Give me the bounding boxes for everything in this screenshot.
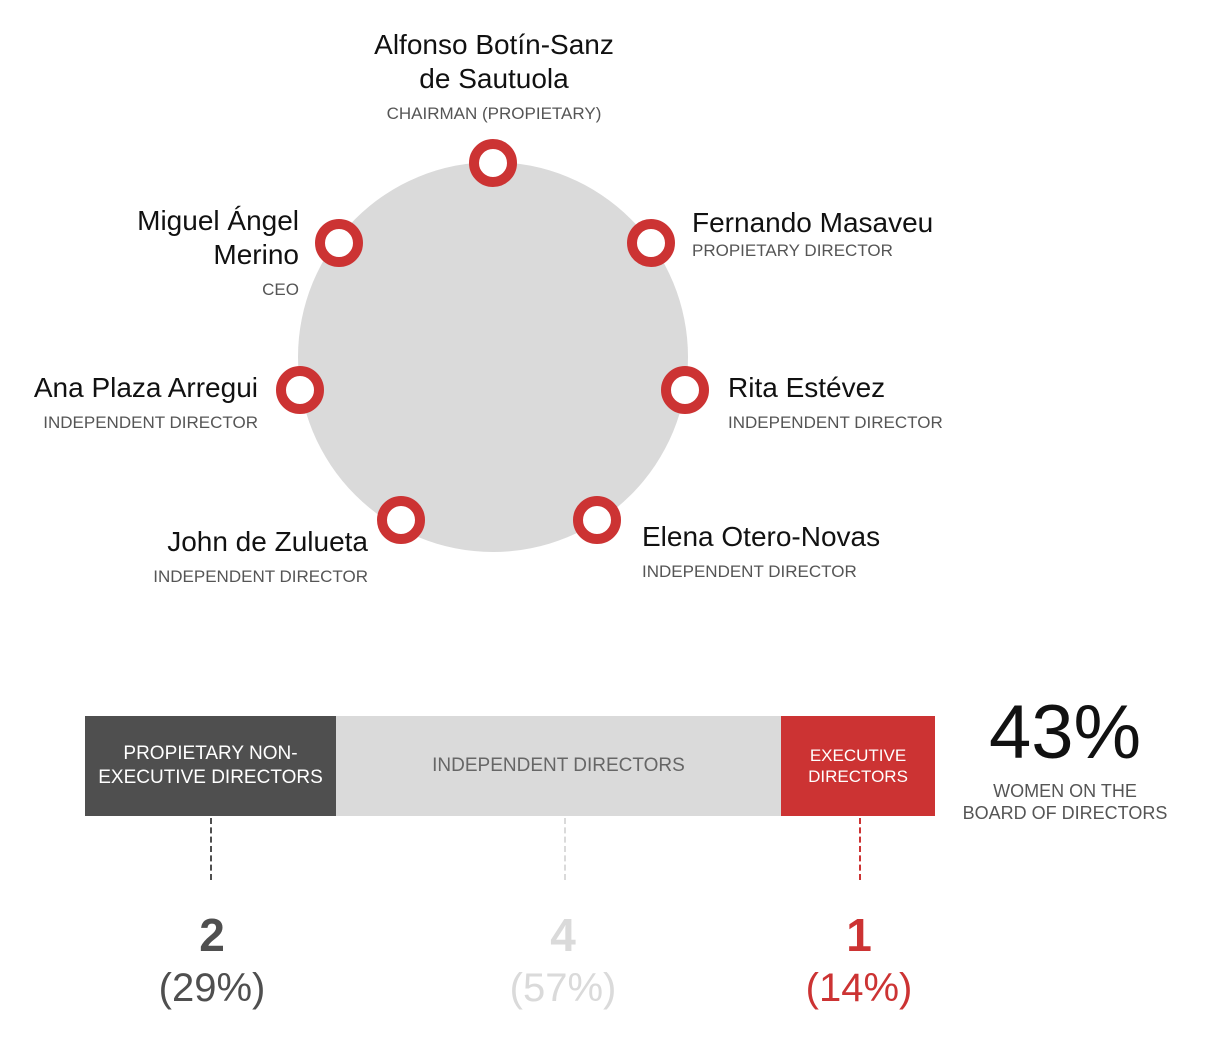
segment-executive: EXECUTIVE DIRECTORS	[781, 716, 935, 816]
segment-label: EXECUTIVE DIRECTORS	[808, 746, 908, 786]
segment-label: INDEPENDENT DIRECTORS	[432, 755, 685, 776]
member-role: INDEPENDENT DIRECTOR	[642, 562, 857, 581]
member-node-zulueta	[377, 496, 425, 544]
member-name: Elena Otero-Novas	[642, 521, 881, 552]
member-role: PROPIETARY DIRECTOR	[692, 241, 893, 260]
member-node-plaza	[276, 366, 324, 414]
member-name: Miguel Ángel Merino	[137, 205, 299, 270]
count-percent: (29%)	[158, 966, 266, 1010]
member-name: Fernando Masaveu	[692, 207, 934, 238]
member-role: CEO	[262, 280, 299, 299]
member-role: INDEPENDENT DIRECTOR	[43, 413, 258, 432]
women-label: WOMEN ON THE BOARD OF DIRECTORS	[962, 781, 1168, 823]
count-propietary: 2 (29%)	[112, 905, 312, 1013]
connector-executive	[859, 818, 861, 880]
count-value: 2	[199, 909, 225, 961]
member-node-chairman	[469, 139, 517, 187]
women-percent: 43%	[988, 690, 1142, 775]
segment-label: PROPIETARY NON- EXECUTIVE DIRECTORS	[98, 743, 323, 788]
member-estevez: Rita Estévez INDEPENDENT DIRECTOR	[728, 371, 943, 434]
count-executive: 1 (14%)	[759, 905, 959, 1013]
board-circle	[298, 162, 688, 552]
member-node-otero-novas	[573, 496, 621, 544]
member-name: Ana Plaza Arregui	[33, 372, 258, 403]
segment-independent: INDEPENDENT DIRECTORS	[336, 716, 781, 816]
women-stat: 43% WOMEN ON THE BOARD OF DIRECTORS	[960, 688, 1170, 824]
member-masaveu: Fernando Masaveu PROPIETARY DIRECTOR	[692, 206, 933, 262]
count-percent: (57%)	[509, 966, 617, 1010]
member-node-estevez	[661, 366, 709, 414]
member-merino: Miguel Ángel Merino CEO	[80, 204, 299, 301]
member-otero-novas: Elena Otero-Novas INDEPENDENT DIRECTOR	[642, 520, 880, 583]
member-chairman: Alfonso Botín-Sanz de Sautuola CHAIRMAN …	[344, 28, 644, 125]
member-plaza: Ana Plaza Arregui INDEPENDENT DIRECTOR	[8, 371, 258, 434]
member-name: Rita Estévez	[728, 372, 886, 403]
count-value: 1	[846, 909, 872, 961]
count-value: 4	[550, 909, 576, 961]
connector-independent	[564, 818, 566, 880]
segment-propietary: PROPIETARY NON- EXECUTIVE DIRECTORS	[85, 716, 336, 816]
member-name: Alfonso Botín-Sanz de Sautuola	[374, 29, 614, 94]
member-role: INDEPENDENT DIRECTOR	[728, 413, 943, 432]
member-role: CHAIRMAN (PROPIETARY)	[386, 104, 602, 123]
member-name: John de Zulueta	[167, 526, 368, 557]
member-role: INDEPENDENT DIRECTOR	[153, 567, 368, 586]
count-percent: (14%)	[805, 966, 913, 1010]
count-independent: 4 (57%)	[463, 905, 663, 1013]
member-node-merino	[315, 219, 363, 267]
member-zulueta: John de Zulueta INDEPENDENT DIRECTOR	[98, 525, 368, 588]
connector-propietary	[210, 818, 212, 880]
member-node-masaveu	[627, 219, 675, 267]
